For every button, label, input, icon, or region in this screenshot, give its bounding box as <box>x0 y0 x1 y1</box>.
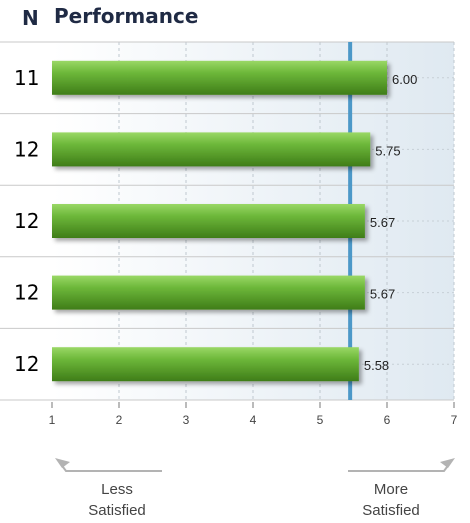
row-separators <box>0 41 454 401</box>
bar-1 <box>52 60 387 95</box>
x-axis: 1 2 3 4 5 6 7 <box>49 402 458 427</box>
less-label: Less <box>101 481 133 498</box>
more-satisfied-arrow-icon <box>348 462 451 472</box>
x-tick-label: 7 <box>451 413 458 427</box>
x-tick-label: 3 <box>183 413 190 427</box>
chart-title: Performance <box>54 4 198 28</box>
satisfied-label: Satisfied <box>362 502 420 519</box>
satisfied-label: Satisfied <box>88 502 146 519</box>
n-value: 11 <box>14 66 39 90</box>
bar-3 <box>52 204 365 238</box>
value-label: 5.67 <box>370 287 395 302</box>
x-tick-label: 1 <box>49 413 56 427</box>
bar-4 <box>52 275 365 310</box>
scale-end-labels: Less Satisfied More Satisfied <box>55 458 455 519</box>
n-value: 12 <box>14 209 39 233</box>
n-values: 11 12 12 12 12 <box>14 66 39 376</box>
more-label: More <box>374 481 408 498</box>
more-arrowhead-icon <box>440 458 455 468</box>
x-tick-label: 6 <box>384 413 391 427</box>
n-column-header: N <box>22 6 39 30</box>
value-label: 5.67 <box>370 215 395 230</box>
value-label: 6.00 <box>392 72 417 87</box>
n-value: 12 <box>14 352 39 376</box>
value-label: 5.58 <box>364 358 389 373</box>
less-arrowhead-icon <box>55 458 70 468</box>
x-tick-label: 5 <box>317 413 324 427</box>
bar-2 <box>52 132 371 167</box>
x-tick-label: 2 <box>116 413 123 427</box>
x-tick-label: 4 <box>250 413 257 427</box>
less-satisfied-arrow-icon <box>59 462 162 472</box>
value-label: 5.75 <box>375 143 400 158</box>
n-value: 12 <box>14 281 39 305</box>
n-value: 12 <box>14 137 39 161</box>
bar-5 <box>52 347 359 382</box>
bars <box>52 60 387 382</box>
value-labels: 6.00 5.75 5.67 5.67 5.58 <box>364 72 417 373</box>
